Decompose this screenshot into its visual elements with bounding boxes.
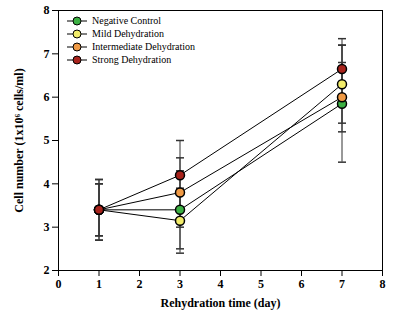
- html-text:Mild Dehydration: Mild Dehydration: [92, 28, 164, 39]
- svg-text:1: 1: [96, 277, 102, 291]
- svg-text:5: 5: [258, 277, 264, 291]
- svg-text:6: 6: [44, 90, 50, 104]
- svg-text:6: 6: [299, 277, 305, 291]
- svg-text:0: 0: [56, 277, 62, 291]
- svg-text:Rehydration time (day): Rehydration time (day): [161, 296, 281, 310]
- svg-text:3: 3: [44, 220, 50, 234]
- svg-text:Cell number (1x10⁶ cells/ml): Cell number (1x10⁶ cells/ml): [12, 68, 26, 212]
- svg-text:7: 7: [44, 47, 50, 61]
- svg-text:4: 4: [218, 277, 224, 291]
- svg-text:2: 2: [137, 277, 143, 291]
- svg-text:7: 7: [339, 277, 345, 291]
- html-text:Negative Control: Negative Control: [92, 15, 162, 26]
- svg-text:3: 3: [177, 277, 183, 291]
- html-text:Strong Dehydration: Strong Dehydration: [92, 54, 172, 65]
- svg-text:2: 2: [44, 263, 50, 277]
- svg-text:5: 5: [44, 133, 50, 147]
- html-text:Intermediate Dehydration: Intermediate Dehydration: [92, 41, 195, 52]
- svg-text:8: 8: [44, 3, 50, 17]
- svg-text:4: 4: [44, 177, 50, 191]
- svg-text:8: 8: [380, 277, 386, 291]
